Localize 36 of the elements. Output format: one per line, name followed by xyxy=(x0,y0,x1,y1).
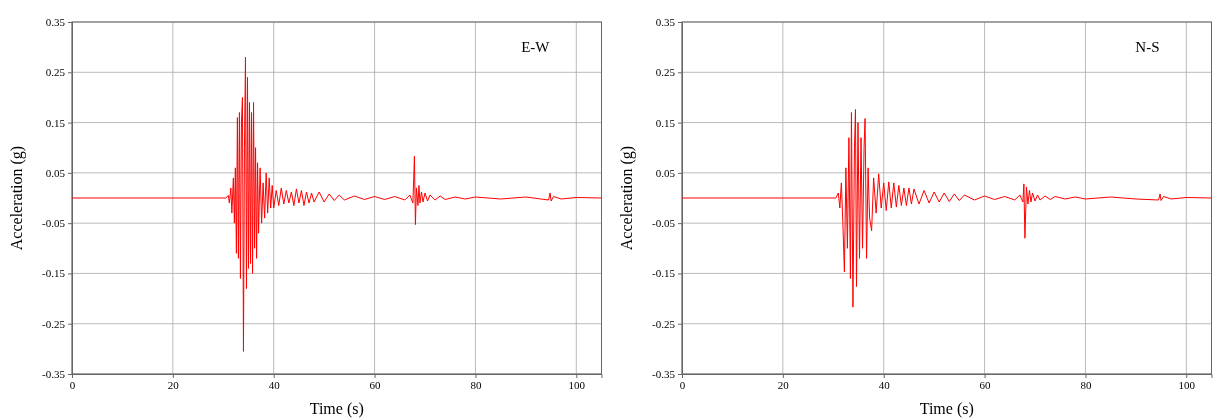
y-axis-title: Acceleration (g) xyxy=(8,145,26,251)
line-series xyxy=(681,109,1212,308)
y-tick-label: -0.35 xyxy=(651,368,675,381)
y-tick-label: -0.25 xyxy=(42,317,66,330)
x-tick-label: 80 xyxy=(470,378,482,391)
y-tick-label: 0.15 xyxy=(45,116,66,129)
y-tick-label: -0.35 xyxy=(42,368,66,381)
x-tick-label: 0 xyxy=(69,378,76,391)
y-tick-label: -0.05 xyxy=(42,217,66,230)
y-tick-label: -0.15 xyxy=(651,267,675,280)
y-tick-label: 0.05 xyxy=(45,166,66,179)
y-axis-title: Acceleration (g) xyxy=(617,145,636,251)
y-tick-label: -0.25 xyxy=(651,317,675,330)
y-tick-label: 0.25 xyxy=(655,66,675,79)
y-tick-label: 0.35 xyxy=(45,16,66,29)
x-tick-label: 40 xyxy=(878,378,890,391)
x-tick-label: 20 xyxy=(167,378,180,391)
x-tick-label: 100 xyxy=(568,378,586,391)
y-tick-label: -0.15 xyxy=(42,267,66,280)
y-tick-label: 0.35 xyxy=(655,16,675,29)
x-tick-label: 60 xyxy=(979,378,991,391)
annotation: E-W xyxy=(521,39,551,55)
line-series xyxy=(71,56,602,352)
x-tick-label: 100 xyxy=(1178,378,1196,391)
x-tick-label: 60 xyxy=(369,378,382,391)
x-tick-label: 0 xyxy=(679,378,686,391)
x-tick-label: 80 xyxy=(1079,378,1092,391)
x-tick-label: 20 xyxy=(777,378,789,391)
y-tick-label: 0.25 xyxy=(45,66,66,79)
y-tick-label: -0.05 xyxy=(651,217,675,230)
x-tick-label: 40 xyxy=(268,378,281,391)
x-axis-title: Time (s) xyxy=(919,400,974,418)
y-tick-label: 0.05 xyxy=(655,166,675,179)
y-tick-label: 0.15 xyxy=(655,116,675,129)
x-axis-title: Time (s) xyxy=(309,400,364,418)
annotation: N-S xyxy=(1134,39,1159,55)
